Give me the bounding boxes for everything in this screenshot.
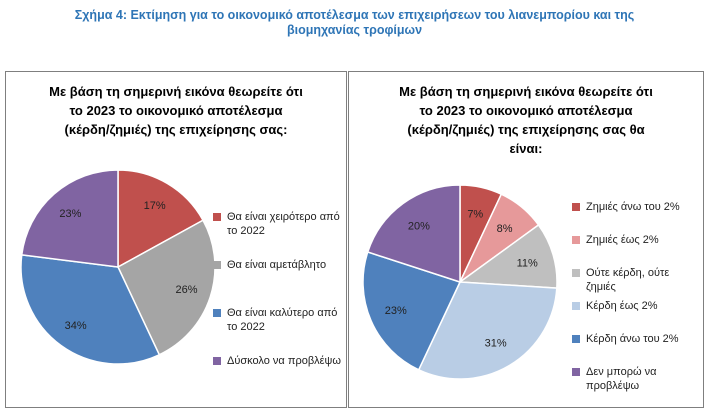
slice-data-label: 26% [175, 284, 197, 296]
slice-data-label: 11% [517, 257, 538, 269]
legend-item: Κέρδη άνω του 2% [572, 332, 679, 346]
legend-item: Δεν μπορώ να προβλέψω [572, 365, 656, 393]
legend-item: Ούτε κέρδη, ούτε ζημιές [572, 266, 669, 294]
pie-slice [117, 219, 216, 356]
legend-label: Ζημιές άνω του 2% [586, 201, 680, 213]
slice-data-label: 8% [497, 223, 513, 235]
legend-swatch [213, 357, 221, 365]
figure-title-line1: Σχήμα 4: Εκτίμηση για το οικονομικό αποτ… [74, 8, 635, 22]
legend-swatch [572, 203, 580, 211]
legend-swatch [213, 213, 221, 221]
pie-slice [417, 281, 558, 380]
legend-label: Ζημιές έως 2% [586, 234, 659, 246]
slice-data-label: 17% [144, 200, 166, 212]
legend-label: Θα είναι καλύτερο από το 2022 [227, 307, 338, 333]
slice-data-label: 20% [408, 220, 430, 232]
legend-swatch [572, 335, 580, 343]
chart-title-left: Με βάση τη σημερινή εικόνα θεωρείτε ότι … [6, 82, 346, 139]
pie-slice [117, 169, 205, 269]
legend-label: Θα είναι αμετάβλητο [227, 259, 327, 271]
chart-title-left-line: Με βάση τη σημερινή εικόνα θεωρείτε ότι [49, 84, 303, 99]
legend-item: Θα είναι καλύτερο από το 2022 [213, 306, 337, 334]
figure-title: Σχήμα 4: Εκτίμηση για το οικονομικό αποτ… [0, 8, 709, 38]
legend-item: Θα είναι χειρότερο από το 2022 [213, 210, 340, 238]
legend-label: Κέρδη έως 2% [586, 300, 658, 312]
chart-title-right-line: το 2023 το οικονομικό αποτέλεσμα [419, 103, 633, 118]
chart-title-right: Με βάση τη σημερινή εικόνα θεωρείτε ότι … [349, 82, 703, 158]
pie-slice [362, 251, 462, 371]
chart-title-left-line: (κέρδη/ζημιές) της επιχείρησης σας: [64, 122, 288, 137]
legend-item: Κέρδη έως 2% [572, 299, 658, 313]
slice-data-label: 7% [467, 209, 483, 221]
legend-item: Θα είναι αμετάβλητο [213, 258, 326, 272]
legend-label: Δύσκολο να προβλέψω [227, 355, 341, 367]
slice-data-label: 31% [485, 337, 507, 349]
chart-title-right-line: (κέρδη/ζημιές) της επιχείρησης σας θα [407, 122, 645, 137]
legend-swatch [572, 269, 580, 277]
slice-data-label: 23% [385, 305, 407, 317]
pie-chart-left: 17% 26% 34% 23% [20, 169, 216, 365]
legend-label: Θα είναι χειρότερο από το 2022 [227, 211, 340, 237]
figure-title-line2: βιομηχανίας τροφίμων [286, 23, 423, 37]
legend-right: Ζημιές άνω του 2% Ζημιές έως 2% Ούτε κέρδη… [572, 200, 697, 400]
legend-left: Θα είναι χειρότερο από το 2022 Θα είναι αμ… [213, 210, 343, 370]
legend-item: Δύσκολο να προβλέψω [213, 354, 341, 368]
pie-slice [20, 254, 161, 365]
legend-swatch [572, 236, 580, 244]
chart-title-right-line: Με βάση τη σημερινή εικόνα θεωρείτε ότι [399, 84, 653, 99]
pie-slice [457, 223, 558, 289]
legend-swatch [572, 368, 580, 376]
pie-chart-right: 7% 8% 11% 31% 23% 20% [362, 184, 558, 380]
chart-panel-right: Με βάση τη σημερινή εικόνα θεωρείτε ότι … [348, 71, 704, 408]
slice-data-label: 23% [59, 208, 81, 220]
legend-item: Ζημιές έως 2% [572, 233, 659, 247]
legend-label: Κέρδη άνω του 2% [586, 333, 679, 345]
pie-slice [366, 184, 461, 284]
chart-title-right-line: είναι: [509, 141, 543, 156]
legend-swatch [572, 302, 580, 310]
slice-data-label: 34% [65, 320, 87, 332]
legend-item: Ζημιές άνω του 2% [572, 200, 680, 214]
chart-panel-left: Με βάση τη σημερινή εικόνα θεωρείτε ότι … [5, 71, 347, 408]
chart-title-left-line: το 2023 το οικονομικό αποτέλεσμα [69, 103, 283, 118]
legend-label: Δεν μπορώ να προβλέψω [586, 366, 657, 392]
legend-swatch [213, 309, 221, 317]
legend-swatch [213, 261, 221, 269]
legend-label: Ούτε κέρδη, ούτε ζημιές [586, 267, 670, 293]
pie-slice [20, 169, 119, 268]
